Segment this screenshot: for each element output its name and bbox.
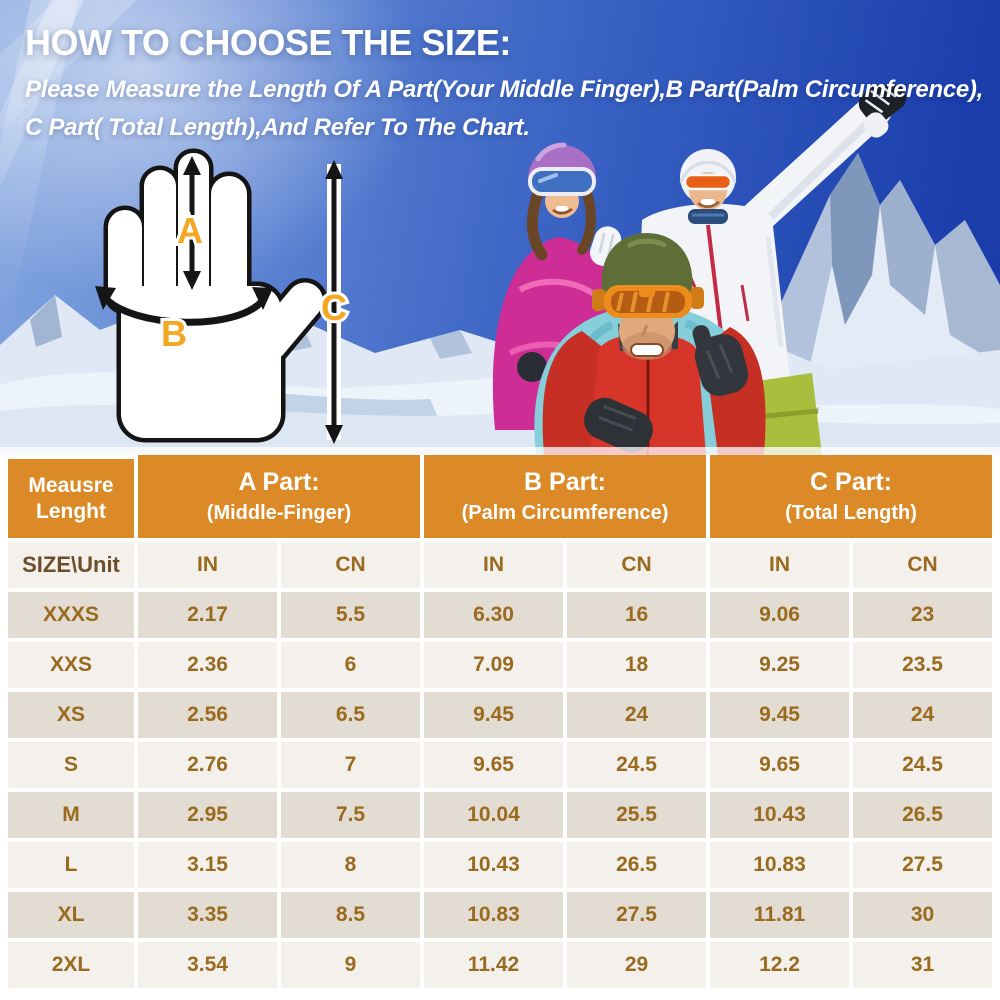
arrow-a — [183, 156, 201, 290]
hand-measurement-diagram: A B C — [95, 148, 350, 444]
unit-cell: CN — [567, 542, 706, 588]
value-cell: 10.04 — [424, 792, 563, 838]
value-cell: 23 — [853, 592, 992, 638]
value-cell: 30 — [853, 892, 992, 938]
value-cell: 6.30 — [424, 592, 563, 638]
value-cell: 9.65 — [424, 742, 563, 788]
value-cell: 7.5 — [281, 792, 420, 838]
subtitle-line-1: Please Measure the Length Of A Part(Your… — [25, 76, 983, 103]
unit-cell: CN — [281, 542, 420, 588]
value-cell: 23.5 — [853, 642, 992, 688]
value-cell: 24 — [567, 692, 706, 738]
value-cell: 10.83 — [710, 842, 849, 888]
value-cell: 11.81 — [710, 892, 849, 938]
value-cell: 2.95 — [138, 792, 277, 838]
value-cell: 10.83 — [424, 892, 563, 938]
value-cell: 16 — [567, 592, 706, 638]
subtitle-line-2: C Part( Total Length),And Refer To The C… — [25, 114, 530, 141]
man-glove-lower — [584, 397, 653, 453]
value-cell: 2.76 — [138, 742, 277, 788]
value-cell: 6 — [281, 642, 420, 688]
size-cell: XS — [8, 692, 134, 738]
value-cell: 3.35 — [138, 892, 277, 938]
value-cell: 3.15 — [138, 842, 277, 888]
value-cell: 5.5 — [281, 592, 420, 638]
size-cell: L — [8, 842, 134, 888]
value-cell: 10.43 — [710, 792, 849, 838]
size-cell: XXXS — [8, 592, 134, 638]
size-cell: 2XL — [8, 942, 134, 988]
value-cell: 2.17 — [138, 592, 277, 638]
value-cell: 3.54 — [138, 942, 277, 988]
table-group-header-a: A Part: (Middle-Finger) — [138, 455, 420, 538]
value-cell: 26.5 — [567, 842, 706, 888]
measure-label-a: A — [177, 210, 203, 251]
value-cell: 11.42 — [424, 942, 563, 988]
size-chart-table: Meausre Lenght A Part: (Middle-Finger) B… — [8, 455, 992, 988]
table-group-header-c: C Part: (Total Length) — [710, 455, 992, 538]
unit-cell: IN — [424, 542, 563, 588]
value-cell: 9.25 — [710, 642, 849, 688]
page-title: HOW TO CHOOSE THE SIZE: — [25, 22, 511, 63]
value-cell: 18 — [567, 642, 706, 688]
value-cell: 24.5 — [853, 742, 992, 788]
man-glove-raised — [692, 325, 749, 396]
value-cell: 9 — [281, 942, 420, 988]
unit-cell: IN — [138, 542, 277, 588]
value-cell: 25.5 — [567, 792, 706, 838]
value-cell: 27.5 — [853, 842, 992, 888]
value-cell: 8.5 — [281, 892, 420, 938]
size-cell: S — [8, 742, 134, 788]
woman-glove — [858, 85, 907, 138]
measure-label-c: C — [321, 287, 347, 328]
unit-cell: CN — [853, 542, 992, 588]
value-cell: 2.56 — [138, 692, 277, 738]
value-cell: 7 — [281, 742, 420, 788]
hero-banner: A B C HOW TO CHOOSE THE SIZE: Please Mea… — [0, 0, 1000, 455]
photo-table-divider — [0, 447, 1000, 455]
measure-label-b: B — [161, 313, 187, 354]
unit-cell: IN — [710, 542, 849, 588]
value-cell: 12.2 — [710, 942, 849, 988]
value-cell: 9.45 — [710, 692, 849, 738]
value-cell: 6.5 — [281, 692, 420, 738]
table-group-header-b: B Part: (Palm Circumference) — [424, 455, 706, 538]
value-cell: 27.5 — [567, 892, 706, 938]
value-cell: 8 — [281, 842, 420, 888]
value-cell: 24 — [853, 692, 992, 738]
arrow-c — [325, 160, 343, 444]
man-figure — [534, 233, 766, 455]
family-photo-illustration — [492, 85, 907, 455]
size-cell: XL — [8, 892, 134, 938]
value-cell: 9.45 — [424, 692, 563, 738]
value-cell: 29 — [567, 942, 706, 988]
measure-arc-b — [95, 286, 273, 326]
table-corner-header: Meausre Lenght — [8, 459, 134, 538]
value-cell: 2.36 — [138, 642, 277, 688]
size-cell: XXS — [8, 642, 134, 688]
value-cell: 10.43 — [424, 842, 563, 888]
value-cell: 7.09 — [424, 642, 563, 688]
value-cell: 9.65 — [710, 742, 849, 788]
unit-row-label: SIZE\Unit — [8, 542, 134, 588]
value-cell: 26.5 — [853, 792, 992, 838]
value-cell: 9.06 — [710, 592, 849, 638]
value-cell: 24.5 — [567, 742, 706, 788]
value-cell: 31 — [853, 942, 992, 988]
size-cell: M — [8, 792, 134, 838]
